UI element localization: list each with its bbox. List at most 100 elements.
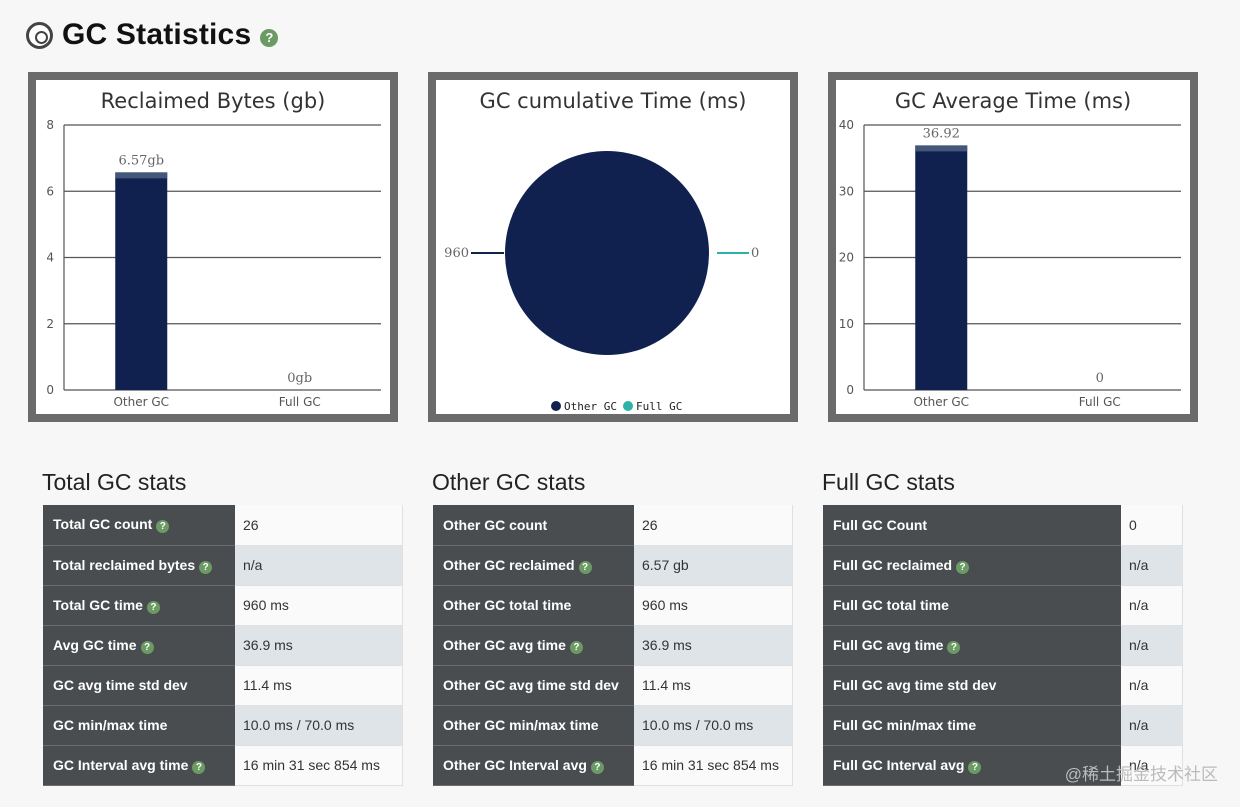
stat-value: 11.4 ms: [634, 665, 793, 706]
y-tick-label: 0: [46, 383, 54, 397]
data-label: 0: [751, 246, 759, 261]
stat-value: 16 min 31 sec 854 ms: [634, 745, 793, 786]
y-tick-label: 2: [46, 317, 54, 331]
total-gc-stats-table: Total GC count? 26 Total reclaimed bytes? n…: [43, 505, 403, 786]
stat-label: Full GC reclaimed?: [823, 545, 1121, 586]
table-row: Full GC Interval avg? n/a: [823, 745, 1183, 786]
page-title: GC Statistics: [62, 18, 252, 51]
question-circle-icon[interactable]: ?: [260, 28, 279, 47]
stat-value: n/a: [1121, 625, 1183, 666]
gc-cumulative-time-chart-svg: GC cumulative Time (ms) 960 0 Other GC Full …: [444, 89, 759, 413]
stat-label-text: Total reclaimed bytes: [53, 556, 196, 573]
stat-value: n/a: [1121, 585, 1183, 626]
bar-highlight: [915, 145, 968, 152]
table-row: GC min/max time 10.0 ms / 70.0 ms: [43, 705, 403, 746]
table-row: GC avg time std dev 11.4 ms: [43, 665, 403, 706]
bar-highlight: [115, 172, 168, 179]
gc-average-time-chart: GC Average Time (ms) 0 10 20 30 40 36.92 Other …: [828, 72, 1198, 422]
question-circle-icon[interactable]: ?: [968, 760, 982, 774]
stat-label-text: Other GC reclaimed: [443, 556, 575, 573]
question-circle-icon[interactable]: ?: [578, 560, 592, 574]
other-gc-stats-heading: Other GC stats: [432, 469, 586, 495]
stat-label: Avg GC time?: [43, 625, 235, 666]
question-circle-icon[interactable]: ?: [590, 760, 604, 774]
stat-label: Total GC time?: [43, 585, 235, 626]
stat-label-text: Full GC Interval avg: [833, 756, 965, 773]
stat-label: Full GC avg time std dev: [823, 665, 1121, 706]
stat-label: Other GC avg time?: [433, 625, 634, 666]
stat-value: n/a: [1121, 705, 1183, 746]
stat-value: 6.57 gb: [634, 545, 793, 586]
stat-label: Other GC total time: [433, 585, 634, 626]
question-circle-icon[interactable]: ?: [140, 640, 154, 654]
stat-label: Full GC Interval avg?: [823, 745, 1121, 786]
question-circle-icon[interactable]: ?: [199, 560, 213, 574]
question-circle-icon[interactable]: ?: [156, 520, 170, 534]
question-circle-icon[interactable]: ?: [146, 600, 160, 614]
x-tick-label: Other GC: [113, 395, 169, 409]
y-tick-label: 4: [46, 251, 54, 265]
stat-value: 26: [634, 505, 793, 546]
data-label: 0: [1096, 371, 1104, 386]
y-tick-label: 6: [46, 184, 54, 198]
table-row: Other GC Interval avg? 16 min 31 sec 854 …: [433, 745, 793, 786]
stat-label-text: Full GC reclaimed: [833, 556, 953, 573]
stat-value: 10.0 ms / 70.0 ms: [634, 705, 793, 746]
stat-label-text: Total GC time: [53, 596, 143, 613]
y-tick-label: 0: [846, 383, 854, 397]
legend-label: Full GC: [636, 400, 682, 413]
full-gc-stats: Full GC stats Full GC Count 0 Full GC recl…: [822, 467, 1183, 786]
data-label: 0gb: [287, 371, 312, 386]
data-label: 6.57gb: [118, 153, 164, 168]
stat-label-text: Other GC count: [443, 516, 548, 533]
table-row: Other GC min/max time 10.0 ms / 70.0 ms: [433, 705, 793, 746]
page-header: GC Statistics ?: [26, 18, 279, 52]
other-gc-stats-table: Other GC count 26 Other GC reclaimed? 6.57 …: [433, 505, 793, 786]
x-tick-label: Full GC: [1079, 395, 1121, 409]
table-row: GC Interval avg time? 16 min 31 sec 854 m…: [43, 745, 403, 786]
stat-label-text: GC min/max time: [53, 717, 168, 733]
stat-value: 36.9 ms: [634, 625, 793, 666]
stat-value: 11.4 ms: [235, 665, 403, 706]
chart-title: Reclaimed Bytes (gb): [101, 89, 326, 113]
stat-label: Total reclaimed bytes?: [43, 545, 235, 586]
stat-label: Other GC count: [433, 505, 634, 546]
bar-other-gc: [915, 145, 968, 390]
table-row: Full GC total time n/a: [823, 585, 1183, 626]
table-row: Other GC count 26: [433, 505, 793, 546]
total-gc-stats-heading: Total GC stats: [42, 469, 187, 495]
stat-value: 16 min 31 sec 854 ms: [235, 745, 403, 786]
other-gc-stats: Other GC stats Other GC count 26 Other GC …: [432, 467, 793, 786]
stat-value: 960 ms: [235, 585, 403, 626]
stat-label-text: Other GC total time: [443, 597, 572, 613]
y-tick-label: 40: [839, 118, 854, 132]
table-row: Total GC time? 960 ms: [43, 585, 403, 626]
table-row: Full GC Count 0: [823, 505, 1183, 546]
table-row: Other GC avg time? 36.9 ms: [433, 625, 793, 666]
stat-label-text: Other GC Interval avg: [443, 756, 587, 773]
gauge-logo-icon: [26, 21, 53, 49]
stat-label: GC avg time std dev: [43, 665, 235, 706]
legend-marker: [551, 401, 561, 411]
stat-label-text: Other GC avg time: [443, 636, 566, 653]
table-row: Full GC reclaimed? n/a: [823, 545, 1183, 586]
question-circle-icon[interactable]: ?: [192, 760, 206, 774]
table-row: Total reclaimed bytes? n/a: [43, 545, 403, 586]
watermark: @稀土掘金技术社区: [1064, 765, 1218, 784]
question-circle-icon[interactable]: ?: [947, 640, 961, 654]
question-circle-icon[interactable]: ?: [569, 640, 583, 654]
x-tick-label: Other GC: [913, 395, 969, 409]
table-row: Other GC reclaimed? 6.57 gb: [433, 545, 793, 586]
table-row: Full GC min/max time n/a: [823, 705, 1183, 746]
total-gc-stats: Total GC stats Total GC count? 26 Total re…: [42, 467, 403, 786]
data-label: 960: [444, 246, 469, 261]
table-row: Other GC total time 960 ms: [433, 585, 793, 626]
stat-label-text: GC Interval avg time: [53, 756, 189, 773]
stat-value: 36.9 ms: [235, 625, 403, 666]
table-row: Full GC avg time std dev n/a: [823, 665, 1183, 706]
data-label: 36.92: [923, 126, 960, 141]
y-tick-label: 8: [46, 118, 54, 132]
table-row: Avg GC time? 36.9 ms: [43, 625, 403, 666]
question-circle-icon[interactable]: ?: [956, 560, 970, 574]
legend-marker: [623, 401, 633, 411]
